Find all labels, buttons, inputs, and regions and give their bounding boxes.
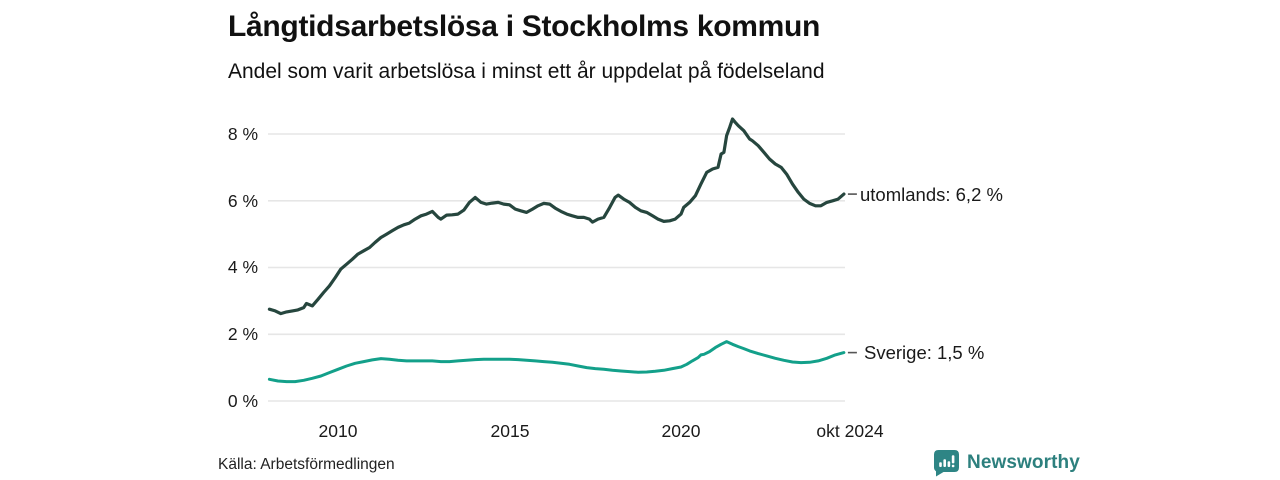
series-end-label-utomlands: utomlands: 6,2 %: [860, 184, 1003, 205]
x-axis-tick-okt-2024: okt 2024: [816, 421, 884, 441]
y-axis-tick-2: 2 %: [227, 324, 258, 344]
series-line-sverige: [267, 340, 846, 384]
newsworthy-logo-icon: [934, 450, 959, 477]
x-axis-tick-2015: 2015: [490, 421, 530, 441]
chart-subtitle: Andel som varit arbetslösa i minst ett å…: [228, 60, 825, 83]
y-axis-tick-4: 4 %: [227, 257, 258, 277]
series-end-label-sverige: Sverige: 1,5 %: [864, 342, 985, 363]
newsworthy-brand: Newsworthy: [933, 449, 1080, 477]
newsworthy-brand-name: Newsworthy: [967, 452, 1080, 473]
y-axis-tick-0: 0 %: [227, 391, 258, 411]
source-attribution: Källa: Arbetsförmedlingen: [218, 456, 395, 473]
x-axis-tick-2010: 2010: [318, 421, 358, 441]
y-axis-tick-8: 8 %: [227, 124, 258, 144]
x-axis-tick-2020: 2020: [661, 421, 701, 441]
series-line-utomlands: [267, 117, 846, 316]
y-axis-tick-6: 6 %: [227, 191, 258, 211]
chart-title: Långtidsarbetslösa i Stockholms kommun: [228, 10, 821, 43]
gridlines: [268, 133, 845, 402]
